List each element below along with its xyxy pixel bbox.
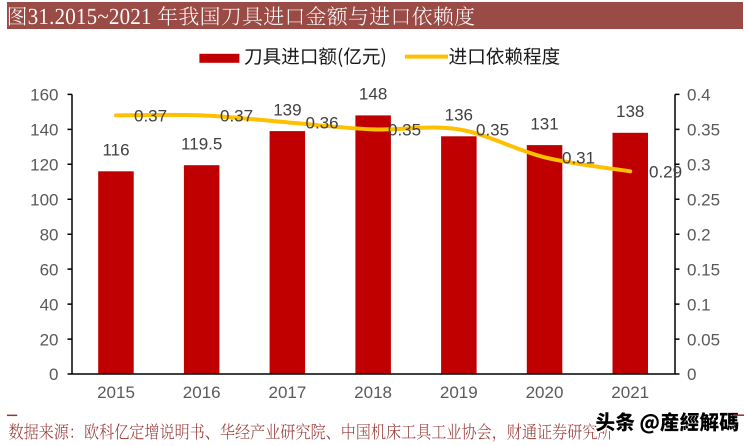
svg-text:2021: 2021 — [611, 383, 649, 402]
svg-text:0: 0 — [687, 365, 696, 384]
svg-text:148: 148 — [359, 85, 387, 104]
svg-text:0.15: 0.15 — [687, 260, 720, 279]
svg-text:40: 40 — [40, 295, 59, 314]
svg-text:131: 131 — [530, 114, 558, 133]
svg-text:0.3: 0.3 — [687, 156, 711, 175]
svg-text:20: 20 — [40, 330, 59, 349]
svg-text:136: 136 — [445, 106, 473, 125]
svg-text:0.1: 0.1 — [687, 295, 711, 314]
svg-text:139: 139 — [273, 100, 301, 119]
svg-text:2019: 2019 — [440, 383, 478, 402]
svg-text:2017: 2017 — [268, 383, 306, 402]
svg-text:0.05: 0.05 — [687, 330, 720, 349]
svg-text:0.2: 0.2 — [687, 225, 711, 244]
svg-text:100: 100 — [30, 190, 58, 209]
svg-text:0.25: 0.25 — [687, 190, 720, 209]
svg-text:0.4: 0.4 — [687, 86, 711, 105]
svg-text:0: 0 — [49, 365, 58, 384]
svg-text:0.35: 0.35 — [388, 121, 421, 140]
svg-text:0.35: 0.35 — [687, 121, 720, 140]
svg-text:0.35: 0.35 — [476, 121, 509, 140]
svg-text:0.36: 0.36 — [306, 114, 339, 133]
svg-text:2016: 2016 — [183, 383, 221, 402]
svg-text:116: 116 — [102, 141, 129, 160]
svg-text:140: 140 — [30, 121, 58, 140]
svg-text:0.37: 0.37 — [134, 107, 167, 126]
svg-text:160: 160 — [30, 86, 58, 105]
svg-text:0.37: 0.37 — [220, 107, 253, 126]
svg-text:120: 120 — [30, 156, 58, 175]
svg-text:80: 80 — [40, 225, 59, 244]
svg-text:0.29: 0.29 — [649, 163, 682, 182]
svg-text:2015: 2015 — [97, 383, 135, 402]
svg-text:60: 60 — [40, 260, 59, 279]
svg-text:2018: 2018 — [354, 383, 392, 402]
svg-text:138: 138 — [616, 102, 644, 121]
svg-text:0.31: 0.31 — [562, 149, 595, 168]
svg-text:2020: 2020 — [526, 383, 564, 402]
svg-text:119.5: 119.5 — [181, 134, 222, 153]
